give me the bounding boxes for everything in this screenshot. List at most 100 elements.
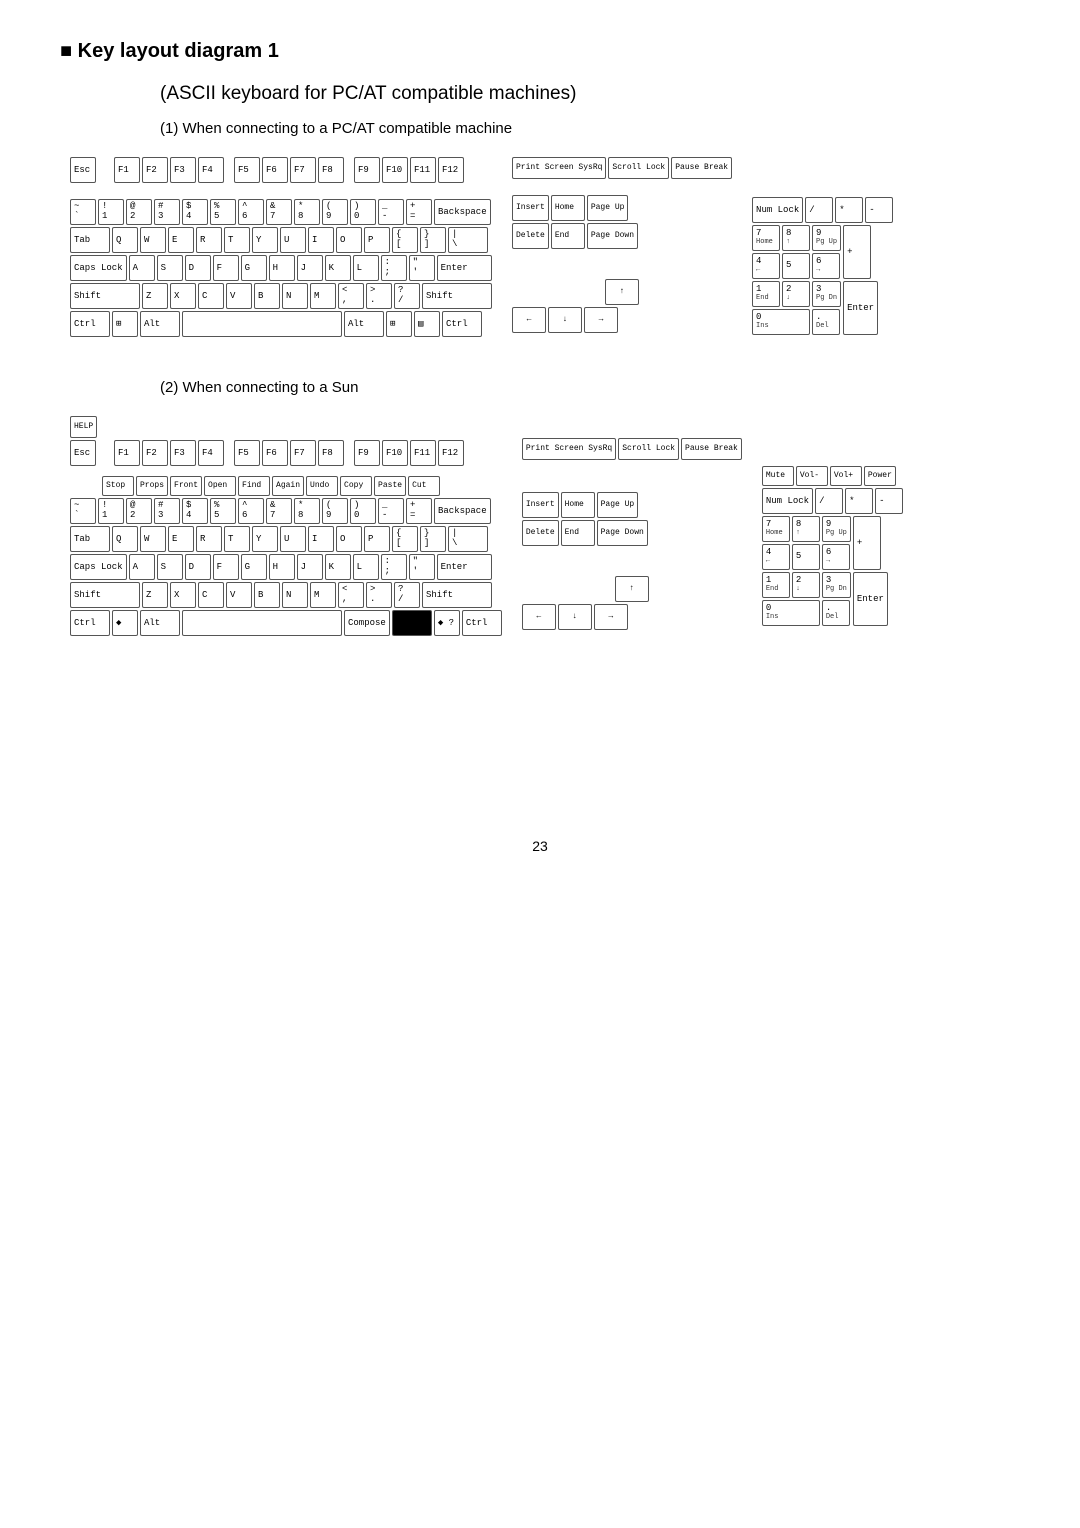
key-tab-2: Tab	[70, 526, 110, 552]
sun-function-row: Esc F1 F2 F3 F4 F5 F6 F7 F8 F9 F10 F11 F…	[70, 440, 502, 466]
key-cut: Cut	[408, 476, 440, 496]
key-scrolllock-2: Scroll Lock	[618, 438, 679, 460]
key-f3-2: F3	[170, 440, 196, 466]
key-find: Find	[238, 476, 270, 496]
key-blank	[392, 610, 432, 636]
key-lshift-2: Shift	[70, 582, 140, 608]
key-quote-2: "'	[409, 554, 435, 580]
home-row: Caps Lock A S D F G H J K L :; "' Enter	[70, 255, 492, 281]
key-6: ^6	[238, 199, 264, 225]
key-rctrl-2: Ctrl	[462, 610, 502, 636]
key-f9-2: F9	[354, 440, 380, 466]
key-down: ↓	[548, 307, 582, 333]
key-paste: Paste	[374, 476, 406, 496]
key-f3: F3	[170, 157, 196, 183]
bottom-row: Ctrl ⊞ Alt Alt ⊞ ▤ Ctrl	[70, 311, 492, 337]
key-period-2: >.	[366, 582, 392, 608]
key-z-2: Z	[142, 582, 168, 608]
key-np8: 8↑	[782, 225, 810, 251]
sun-number-row: ~` !1 @2 #3 $4 %5 ^6 &7 *8 (9 )0 _- += B…	[70, 498, 502, 524]
key-v: V	[226, 283, 252, 309]
key-f5: F5	[234, 157, 260, 183]
key-home: Home	[551, 195, 585, 221]
key-8-2: *8	[294, 498, 320, 524]
key-voldown: Vol-	[796, 466, 828, 486]
key-a-2: A	[129, 554, 155, 580]
key-5: %5	[210, 199, 236, 225]
key-r: R	[196, 227, 222, 253]
key-b: B	[254, 283, 280, 309]
key-diamond-r: ◆ ?	[434, 610, 460, 636]
key-f12: F12	[438, 157, 464, 183]
sun-main-block: HELP Esc F1 F2 F3 F4 F5 F6 F7 F8 F9 F10 …	[70, 416, 502, 638]
key-menu: ▤	[414, 311, 440, 337]
key-undo: Undo	[306, 476, 338, 496]
key-semicolon: :;	[381, 255, 407, 281]
key-m-2: M	[310, 582, 336, 608]
key-4: $4	[182, 199, 208, 225]
key-3: #3	[154, 199, 180, 225]
page-number: 23	[60, 838, 1020, 854]
key-period: >.	[366, 283, 392, 309]
key-u: U	[280, 227, 306, 253]
key-f2-2: F2	[142, 440, 168, 466]
key-diamond-l: ◆	[112, 610, 138, 636]
key-f5-2: F5	[234, 440, 260, 466]
key-w-2: W	[140, 526, 166, 552]
key-c: C	[198, 283, 224, 309]
function-row: Esc F1 F2 F3 F4 F5 F6 F7 F8 F9 F10 F11 F…	[70, 157, 492, 183]
key-backspace-2: Backspace	[434, 498, 491, 524]
key-again: Again	[272, 476, 304, 496]
key-delete-2: Delete	[522, 520, 559, 546]
key-np9-2: 9Pg Up	[822, 516, 851, 542]
key-j-2: J	[297, 554, 323, 580]
key-np6-2: 6→	[822, 544, 850, 570]
key-c-2: C	[198, 582, 224, 608]
key-q-2: Q	[112, 526, 138, 552]
key-a: A	[129, 255, 155, 281]
key-np4: 4←	[752, 253, 780, 279]
key-lwin: ⊞	[112, 311, 138, 337]
key-enter: Enter	[437, 255, 492, 281]
key-f2: F2	[142, 157, 168, 183]
key-compose: Compose	[344, 610, 390, 636]
shift-row: Shift Z X C V B N M <, >. ?/ Shift	[70, 283, 492, 309]
key-left: ←	[512, 307, 546, 333]
key-f10-2: F10	[382, 440, 408, 466]
key-i-2: I	[308, 526, 334, 552]
key-w: W	[140, 227, 166, 253]
key-ralt: Alt	[344, 311, 384, 337]
key-right: →	[584, 307, 618, 333]
key-9-2: (9	[322, 498, 348, 524]
key-capslock-2: Caps Lock	[70, 554, 127, 580]
key-delete: Delete	[512, 223, 549, 249]
key-1-2: !1	[98, 498, 124, 524]
key-np-mul: *	[835, 197, 863, 223]
key-l-2: L	[353, 554, 379, 580]
key-7-2: &7	[266, 498, 292, 524]
sun-home-row: Caps Lock A S D F G H J K L :; "' Enter	[70, 554, 502, 580]
key-minus: _-	[378, 199, 404, 225]
key-f12-2: F12	[438, 440, 464, 466]
key-slash-2: ?/	[394, 582, 420, 608]
key-stop: Stop	[102, 476, 134, 496]
key-open: Open	[204, 476, 236, 496]
key-x-2: X	[170, 582, 196, 608]
key-tab: Tab	[70, 227, 110, 253]
key-lalt: Alt	[140, 311, 180, 337]
key-e: E	[168, 227, 194, 253]
keyboard-2: HELP Esc F1 F2 F3 F4 F5 F6 F7 F8 F9 F10 …	[70, 416, 1020, 638]
key-props: Props	[136, 476, 168, 496]
key-pgdn-2: Page Down	[597, 520, 648, 546]
key-1: !1	[98, 199, 124, 225]
key-numlock: Num Lock	[752, 197, 803, 223]
key-2-2: @2	[126, 498, 152, 524]
key-home-2: Home	[561, 492, 595, 518]
key-d-2: D	[185, 554, 211, 580]
key-f: F	[213, 255, 239, 281]
main-key-block: Esc F1 F2 F3 F4 F5 F6 F7 F8 F9 F10 F11 F…	[70, 157, 492, 339]
key-o-2: O	[336, 526, 362, 552]
section-1-title: (1) When connecting to a PC/AT compatibl…	[160, 120, 1020, 137]
sun-nav-cluster: Print Screen SysRq Scroll Lock Pause Bre…	[522, 416, 742, 638]
key-u-2: U	[280, 526, 306, 552]
